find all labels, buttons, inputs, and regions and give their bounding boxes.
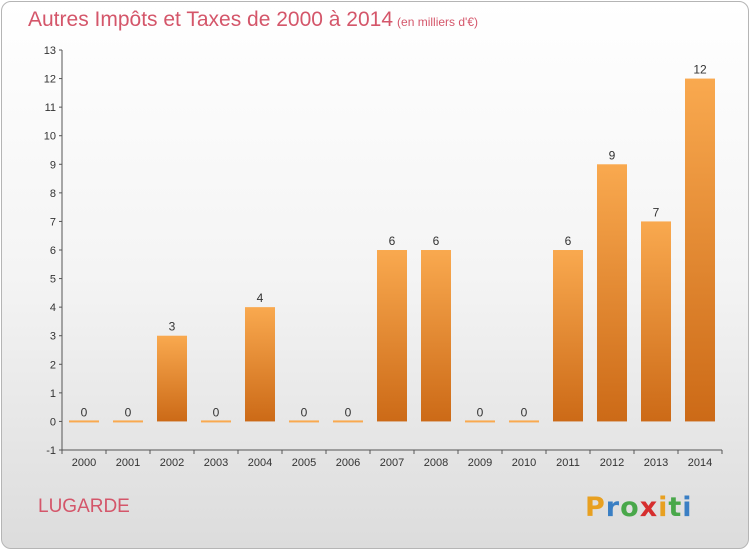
- bar: [69, 420, 99, 423]
- title-text: Autres Impôts et Taxes de 2000 à 2014: [28, 8, 394, 31]
- bar-value-label: 0: [301, 405, 308, 419]
- bar-value-label: 0: [213, 405, 220, 419]
- bar: [157, 335, 187, 422]
- y-tick-label: 11: [45, 102, 56, 114]
- x-tick-label: 2000: [72, 457, 96, 469]
- logo-letter: i: [658, 492, 669, 523]
- bar-value-label: 6: [565, 234, 572, 248]
- bar: [377, 250, 407, 422]
- bar: [685, 78, 715, 422]
- bar: [113, 420, 143, 423]
- logo-letter: t: [668, 492, 683, 523]
- bar-value-label: 0: [81, 405, 88, 419]
- x-tick-label: 2007: [380, 457, 404, 469]
- bar-value-label: 0: [345, 405, 352, 419]
- bar: [641, 221, 671, 422]
- chart-title: Autres Impôts et Taxes de 2000 à 2014 (en…: [28, 8, 478, 32]
- y-tick-label: 0: [50, 416, 56, 428]
- bar: [509, 420, 539, 423]
- x-tick-label: 2003: [204, 457, 228, 469]
- x-tick-label: 2012: [600, 457, 624, 469]
- bar: [597, 164, 627, 422]
- y-tick-label: 10: [44, 131, 56, 143]
- y-tick-label: 4: [50, 302, 56, 314]
- bar-value-label: 6: [389, 234, 396, 248]
- bar: [465, 420, 495, 423]
- x-tick-label: 2010: [512, 457, 536, 469]
- bar-value-label: 12: [693, 63, 707, 77]
- logo-letter: x: [639, 492, 659, 523]
- y-tick-label: 1: [50, 388, 56, 400]
- bar-value-label: 0: [521, 405, 528, 419]
- bar: [289, 420, 319, 423]
- chart-subtitle: (en milliers d'€): [397, 15, 479, 29]
- x-tick-label: 2005: [292, 457, 316, 469]
- bar-value-label: 0: [477, 405, 484, 419]
- y-tick-label: 2: [50, 359, 56, 371]
- x-tick-label: 2006: [336, 457, 360, 469]
- y-tick-label: 8: [50, 188, 56, 200]
- bar: [421, 250, 451, 422]
- x-tick-label: 2008: [424, 457, 448, 469]
- y-tick-label: 5: [50, 274, 56, 286]
- y-tick-label: 3: [50, 331, 56, 343]
- bar-value-label: 3: [169, 320, 176, 334]
- logo-letter: i: [682, 492, 693, 523]
- commune-name: LUGARDE: [38, 496, 130, 517]
- bar: [201, 420, 231, 423]
- y-tick-label: -1: [46, 445, 56, 457]
- x-tick-label: 2004: [248, 457, 272, 469]
- bar-value-label: 6: [433, 234, 440, 248]
- bar-value-label: 9: [609, 148, 616, 162]
- proxiti-logo: Proxiti: [585, 492, 693, 523]
- x-tick-label: 2013: [644, 457, 668, 469]
- x-tick-label: 2002: [160, 457, 184, 469]
- bar-value-label: 0: [125, 405, 132, 419]
- x-tick-label: 2001: [116, 457, 140, 469]
- logo-letter: o: [620, 492, 640, 523]
- y-tick-label: 13: [44, 45, 56, 57]
- bar: [553, 250, 583, 422]
- x-tick-label: 2014: [688, 457, 712, 469]
- y-tick-label: 6: [50, 245, 56, 257]
- y-tick-label: 7: [50, 216, 56, 228]
- bar-value-label: 4: [257, 291, 264, 305]
- x-tick-label: 2009: [468, 457, 492, 469]
- bar: [333, 420, 363, 423]
- y-tick-label: 12: [44, 74, 56, 86]
- logo-letter: P: [585, 492, 606, 523]
- bar-value-label: 7: [653, 205, 660, 219]
- logo-letter: r: [605, 492, 621, 523]
- x-tick-label: 2011: [556, 457, 580, 469]
- y-tick-label: 9: [50, 159, 56, 171]
- bar: [245, 307, 275, 422]
